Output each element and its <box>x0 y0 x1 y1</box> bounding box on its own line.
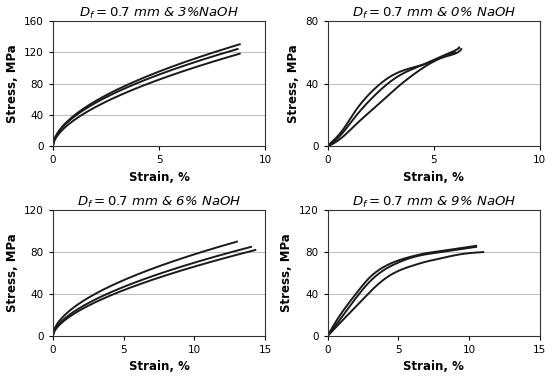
Title: $D_f = 0.7$ mm & 6% NaOH: $D_f = 0.7$ mm & 6% NaOH <box>77 195 241 210</box>
Title: $D_f = 0.7$ mm & 0% NaOH: $D_f = 0.7$ mm & 0% NaOH <box>352 6 516 21</box>
Y-axis label: Stress, MPa: Stress, MPa <box>6 234 19 312</box>
Y-axis label: Stress, MPa: Stress, MPa <box>6 44 19 123</box>
X-axis label: Strain, %: Strain, % <box>403 360 464 373</box>
X-axis label: Strain, %: Strain, % <box>129 171 189 184</box>
X-axis label: Strain, %: Strain, % <box>403 171 464 184</box>
Y-axis label: Stress, MPa: Stress, MPa <box>287 44 300 123</box>
Y-axis label: Stress, MPa: Stress, MPa <box>280 234 293 312</box>
X-axis label: Strain, %: Strain, % <box>129 360 189 373</box>
Title: $D_f = 0.7$ mm & 9% NaOH: $D_f = 0.7$ mm & 9% NaOH <box>352 195 516 210</box>
Title: $D_f = 0.7$ mm & 3%NaOH: $D_f = 0.7$ mm & 3%NaOH <box>79 6 239 21</box>
